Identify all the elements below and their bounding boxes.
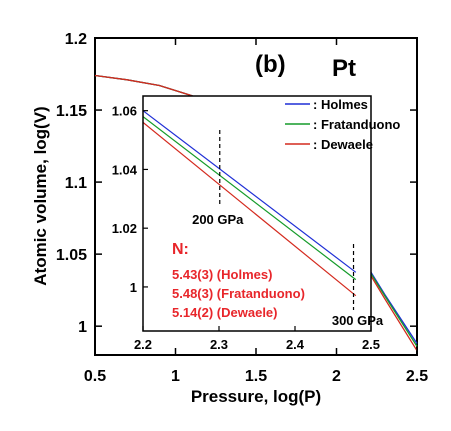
inset-x-tick-label: 2.4 (286, 337, 305, 352)
legend-label-2: : Fratanduono (313, 117, 400, 132)
y-tick-label: 1.15 (56, 103, 87, 120)
y-axis-label: Atomic volume, log(V) (31, 106, 50, 285)
inset-background (143, 96, 371, 331)
x-tick-label: 2.5 (406, 368, 428, 385)
inset-y-tick-label: 1.02 (112, 221, 137, 236)
y-tick-label: 1.1 (65, 175, 87, 192)
inset-x-tick-label: 2.5 (362, 337, 380, 352)
inset-x-tick-label: 2.2 (134, 337, 152, 352)
y-tick-label: 1.2 (65, 31, 87, 48)
element-label: Pt (332, 55, 356, 82)
x-axis-label: Pressure, log(P) (191, 387, 321, 406)
legend-label-3: : Dewaele (313, 137, 373, 152)
n-value-dewaele: 5.14(2) (Dewaele) (172, 305, 278, 320)
inset-y-tick-label: 1 (130, 280, 137, 295)
inset-y-tick-label: 1.06 (112, 104, 137, 119)
inset-plot-frame (142, 95, 372, 332)
panel-label: (b) (255, 51, 286, 78)
x-tick-label: 1 (171, 368, 180, 385)
x-tick-label: 2 (332, 368, 341, 385)
y-tick-label: 1 (78, 319, 87, 336)
y-tick-label: 1.05 (56, 247, 87, 264)
x-tick-label: 1.5 (245, 368, 267, 385)
n-value-holmes: 5.43(3) (Holmes) (172, 267, 272, 282)
inset-chart: N: 5.43(3) (Holmes) 5.48(3) (Fratanduono… (112, 95, 384, 352)
x-tick-label: 0.5 (84, 368, 106, 385)
inset-series-line-3 (142, 121, 357, 297)
n-value-fratanduono: 5.48(3) (Fratanduono) (172, 286, 305, 301)
legend: : Holmes : Fratanduono : Dewaele (285, 97, 400, 152)
legend-label-1: : Holmes (313, 97, 368, 112)
inset-y-tick-label: 1.04 (112, 162, 138, 177)
annotation-200gpa: 200 GPa (192, 212, 244, 227)
annotation-300gpa: 300 GPa (332, 313, 384, 328)
n-title: N: (172, 241, 189, 258)
inset-series-line-1 (142, 110, 357, 273)
inset-series-line-2 (142, 116, 357, 281)
inset-x-tick-label: 2.3 (210, 337, 228, 352)
